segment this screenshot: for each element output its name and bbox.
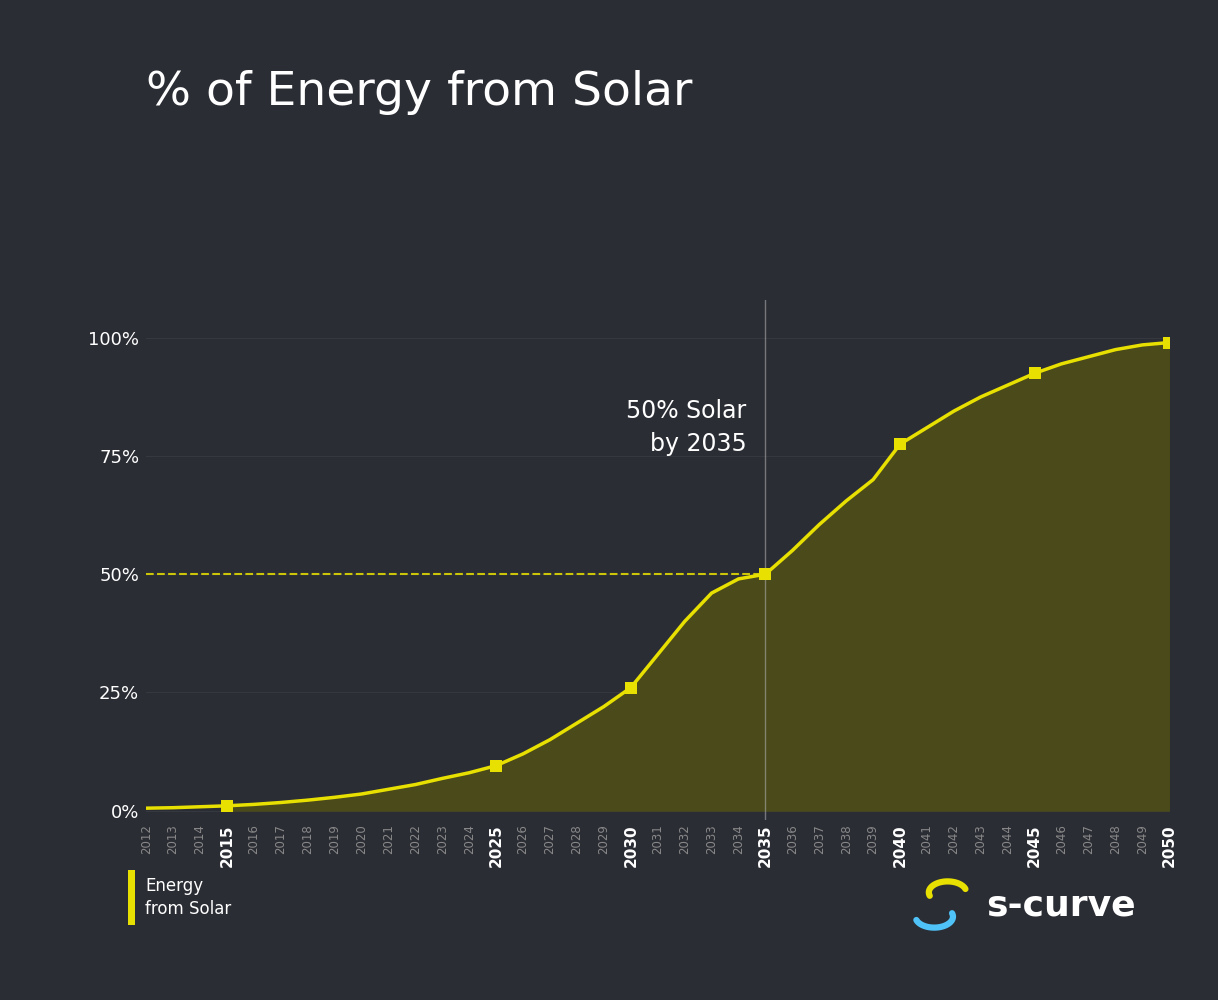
Point [1024,365,1044,381]
Text: s-curve: s-curve [987,888,1136,922]
Point [1160,335,1179,351]
Text: % of Energy from Solar: % of Energy from Solar [146,70,693,115]
Text: 50% Solar
by 2035: 50% Solar by 2035 [626,398,747,456]
Point [755,566,775,582]
Point [486,758,505,774]
Text: Energy
from Solar: Energy from Solar [145,877,231,918]
Point [890,436,910,452]
Point [217,798,236,814]
Point [621,680,641,696]
